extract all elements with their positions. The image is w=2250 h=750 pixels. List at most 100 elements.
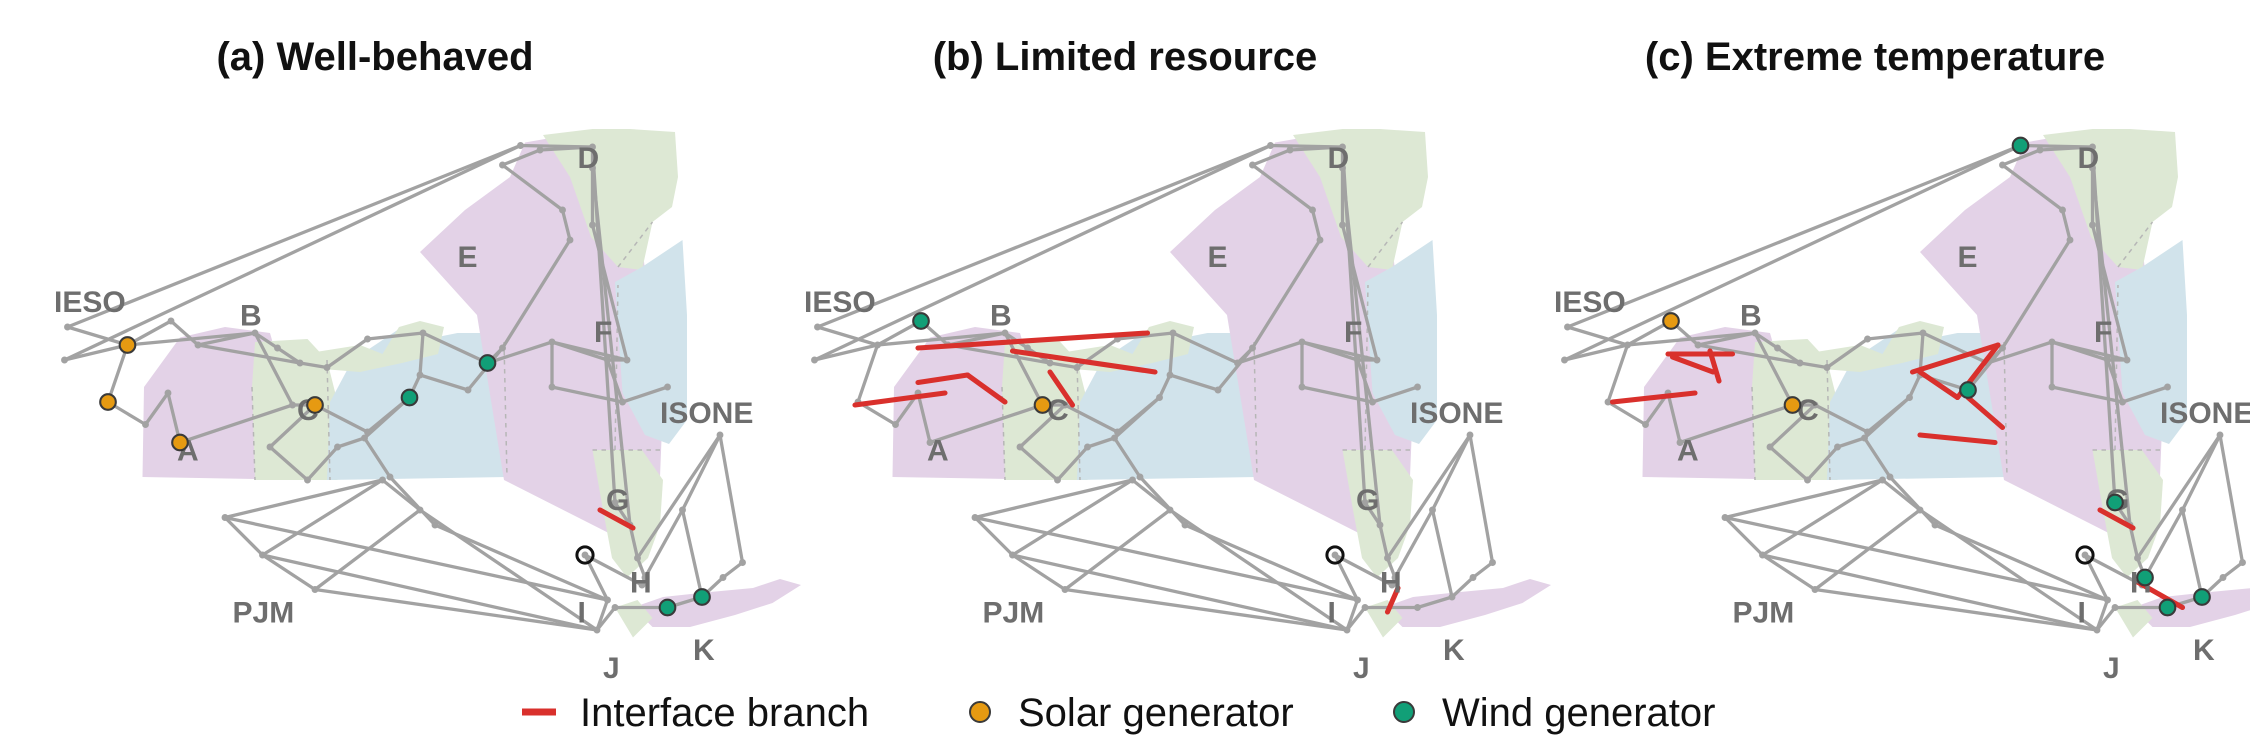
external-label-ieso: IESO — [1554, 286, 1626, 319]
network-branch — [362, 436, 392, 479]
network-branch — [325, 337, 370, 370]
bus-node — [251, 329, 259, 337]
network-branch — [1378, 523, 1390, 560]
external-label-ieso: IESO — [54, 286, 126, 319]
bus-node — [1073, 364, 1081, 371]
network-branch — [2221, 560, 2245, 580]
wind-generator-marker — [2158, 598, 2177, 617]
network-branch — [500, 148, 542, 167]
network-branch — [1430, 508, 1454, 599]
network-branch — [2050, 385, 2125, 404]
network-branch — [1450, 575, 1475, 599]
network-branch — [1112, 436, 1142, 479]
zone-label-g: G — [606, 484, 629, 517]
network-branch — [2095, 598, 2110, 632]
network-branch — [815, 325, 880, 347]
network-branch — [1171, 331, 1240, 365]
network-branch — [268, 445, 310, 482]
bus-node — [581, 551, 589, 559]
bus-node — [1448, 593, 1456, 601]
bus-node — [589, 221, 596, 229]
network-branch — [1063, 403, 1120, 434]
network-branch — [196, 343, 302, 365]
bus-node — [1166, 371, 1174, 379]
bus-node — [2104, 356, 2111, 364]
legend-wind-swatch — [1393, 701, 1415, 723]
network-branch — [2128, 523, 2140, 560]
network-branch — [1985, 340, 2054, 365]
wind-generator-marker — [478, 354, 497, 372]
panel-b: (b) Limited resource A B C D E F G H IJ K IESO ISONE… — [804, 35, 1552, 685]
network-branch — [1333, 553, 1394, 587]
bus-node — [1339, 143, 1346, 151]
bus-node — [1111, 434, 1118, 442]
bus-node — [1009, 551, 1016, 559]
network-branch — [1468, 433, 1495, 565]
network-branch — [812, 143, 1273, 362]
bus-node — [1384, 554, 1391, 562]
network-branch — [418, 331, 425, 377]
bus-node — [2111, 604, 2119, 611]
network-branch — [260, 553, 599, 632]
network-branch — [613, 500, 632, 527]
network-branch — [1907, 373, 1922, 400]
network-branch — [1168, 331, 1175, 377]
network-branch — [1606, 343, 1630, 404]
network-branch — [485, 340, 554, 365]
network-branch — [815, 143, 1273, 329]
highlighted-bus-ring — [575, 545, 595, 565]
network-branch — [1010, 553, 1067, 592]
network-branch — [628, 523, 640, 560]
network-branch — [680, 508, 704, 599]
generators — [1662, 136, 2211, 617]
network-branch — [718, 433, 745, 565]
bus-node — [892, 421, 899, 428]
network-branch — [253, 331, 295, 407]
bus-node — [361, 434, 368, 442]
network-branch — [1768, 445, 1810, 482]
wind-generator-marker — [400, 388, 419, 407]
zone-label-d: D — [1328, 142, 1350, 175]
network-branches — [62, 143, 745, 632]
network-branch — [518, 143, 595, 149]
legend-solar-swatch — [969, 701, 991, 723]
bus-node — [716, 431, 724, 439]
network-branch — [1168, 508, 1349, 632]
bus-node — [266, 443, 274, 451]
bus-node — [1916, 506, 1924, 514]
network-branch — [1666, 391, 1682, 445]
generators — [912, 312, 1345, 565]
bus-node — [1999, 161, 2006, 169]
bus-node — [874, 341, 881, 349]
zone-label-a: A — [927, 435, 949, 468]
network-branch — [65, 143, 523, 329]
bus-node — [364, 428, 371, 436]
bus-node — [386, 473, 394, 481]
bus-node — [1016, 443, 1024, 451]
network-branch — [812, 343, 880, 362]
bus-node — [623, 356, 631, 364]
solar-generator-marker — [1662, 312, 1680, 330]
network-branch — [223, 515, 610, 602]
bus-node — [334, 443, 341, 451]
bus-node — [719, 574, 727, 581]
bus-node — [611, 499, 619, 506]
network-branch — [500, 238, 572, 350]
bus-node — [566, 236, 574, 244]
network-branch — [2060, 208, 2072, 242]
solar-generator-marker — [1033, 396, 1052, 414]
external-label-pjm: PJM — [1733, 597, 1795, 630]
zone-label-j: J — [2103, 652, 2120, 685]
bus-node — [311, 586, 319, 593]
network-branch — [620, 385, 670, 404]
network-branch — [1625, 331, 1757, 347]
network-branch — [260, 478, 385, 557]
bus-node — [1354, 356, 1361, 364]
network-branch — [106, 343, 130, 404]
bus-node — [1429, 506, 1436, 514]
bus-node — [1811, 586, 1819, 593]
network-branch — [1862, 395, 1912, 440]
network-branch — [1010, 553, 1349, 632]
bus-node — [1676, 439, 1684, 446]
